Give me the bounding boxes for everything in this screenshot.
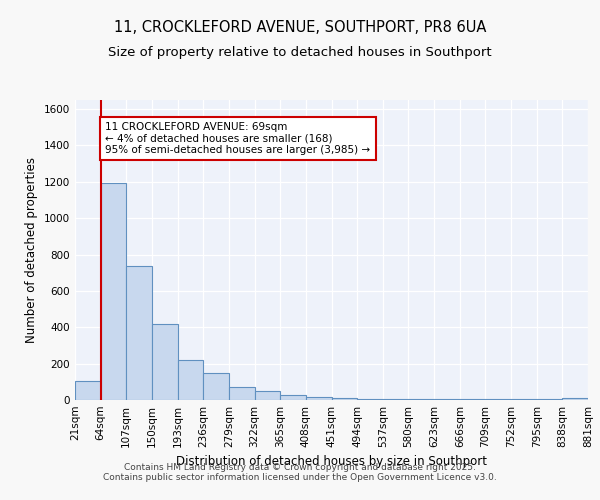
Text: Contains HM Land Registry data © Crown copyright and database right 2025.
Contai: Contains HM Land Registry data © Crown c… — [103, 463, 497, 482]
Bar — [280, 395, 306, 400]
Bar — [229, 388, 254, 400]
Bar — [127, 266, 152, 400]
Bar — [331, 398, 357, 400]
X-axis label: Distribution of detached houses by size in Southport: Distribution of detached houses by size … — [176, 456, 487, 468]
Bar — [254, 391, 280, 400]
Text: 11, CROCKLEFORD AVENUE, SOUTHPORT, PR8 6UA: 11, CROCKLEFORD AVENUE, SOUTHPORT, PR8 6… — [114, 20, 486, 35]
Bar — [537, 399, 562, 400]
Bar — [460, 399, 485, 400]
Bar — [306, 398, 331, 400]
Text: Size of property relative to detached houses in Southport: Size of property relative to detached ho… — [108, 46, 492, 59]
Bar — [101, 182, 127, 400]
Bar — [178, 360, 203, 400]
Y-axis label: Number of detached properties: Number of detached properties — [25, 157, 38, 343]
Bar — [409, 399, 434, 400]
Bar — [562, 398, 588, 400]
Text: 11 CROCKLEFORD AVENUE: 69sqm
← 4% of detached houses are smaller (168)
95% of se: 11 CROCKLEFORD AVENUE: 69sqm ← 4% of det… — [106, 122, 371, 155]
Bar — [511, 399, 537, 400]
Bar — [203, 373, 229, 400]
Bar — [357, 399, 383, 400]
Bar — [383, 398, 409, 400]
Bar — [434, 399, 460, 400]
Bar — [152, 324, 178, 400]
Bar — [75, 381, 101, 400]
